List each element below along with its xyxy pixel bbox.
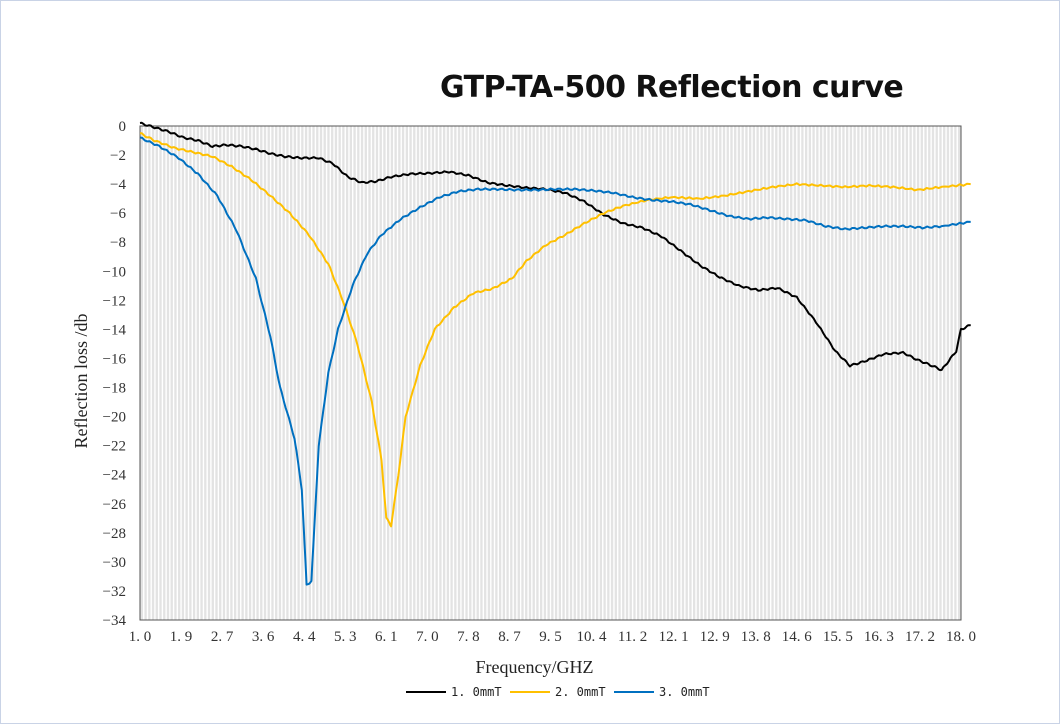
y-axis-label: Reflection loss /db: [71, 314, 91, 449]
x-tick-label: 15. 5: [823, 629, 853, 645]
y-tick-label: −18: [103, 381, 126, 397]
y-tick-label: −10: [103, 264, 126, 280]
x-tick-label: 12. 9: [700, 629, 730, 645]
x-tick-label: 3. 6: [252, 629, 275, 645]
y-tick-label: 0: [119, 119, 127, 135]
legend-label: 2. 0mmT: [555, 685, 606, 699]
legend-label: 3. 0mmT: [659, 685, 710, 699]
y-tick-label: −12: [103, 293, 126, 309]
y-tick-label: −16: [103, 351, 127, 367]
x-tick-label: 16. 3: [864, 629, 894, 645]
x-tick-label: 8. 7: [498, 629, 521, 645]
x-tick-label: 1. 9: [170, 629, 193, 645]
series-line: [139, 136, 971, 586]
y-tick-label: −14: [103, 322, 127, 338]
x-tick-label: 4. 4: [293, 629, 316, 645]
x-tick-label: 14. 6: [782, 629, 813, 645]
y-tick-label: −8: [110, 235, 126, 251]
legend: 1. 0mmT 2. 0mmT 3. 0mmT: [406, 685, 710, 699]
x-tick-label: 18. 0: [946, 629, 976, 645]
vertical-gridlines: [143, 126, 958, 620]
series-line: [139, 132, 971, 528]
y-tick-label: −20: [103, 410, 126, 426]
x-tick-label: 5. 3: [334, 629, 357, 645]
y-tick-label: −4: [110, 177, 126, 193]
y-tick-label: −2: [110, 148, 126, 164]
x-tick-label: 11. 2: [618, 629, 647, 645]
y-tick-label: −30: [103, 555, 126, 571]
y-axis-ticks: 0 −2 −4 −6 −8 −10 −12 −14 −16 −18 −20 −22 −24 −26 −28 −…: [103, 119, 127, 629]
x-axis-label: Frequency/GHZ: [476, 657, 594, 677]
y-tick-label: −6: [110, 206, 126, 222]
chart-title: GTP-TA-500 Reflection curve: [440, 70, 904, 105]
y-tick-label: −24: [103, 468, 127, 484]
y-tick-label: −28: [103, 526, 126, 542]
x-tick-label: 10. 4: [577, 629, 608, 645]
plot-border: [139, 125, 962, 621]
y-tick-label: −22: [103, 439, 126, 455]
x-tick-label: 6. 1: [375, 629, 398, 645]
x-tick-label: 17. 2: [905, 629, 935, 645]
y-tick-label: −26: [103, 497, 127, 513]
x-tick-label: 7. 0: [416, 629, 439, 645]
x-tick-label: 1. 0: [129, 629, 152, 645]
x-tick-label: 13. 8: [741, 629, 771, 645]
x-tick-label: 7. 8: [457, 629, 480, 645]
y-tick-label: −34: [103, 613, 127, 629]
x-tick-label: 12. 1: [659, 629, 689, 645]
x-tick-label: 2. 7: [211, 629, 234, 645]
y-tick-label: −32: [103, 584, 126, 600]
legend-label: 1. 0mmT: [451, 685, 502, 699]
series-lines: [139, 121, 971, 586]
x-axis-ticks: 1. 0 1. 9 2. 7 3. 6 4. 4 5. 3 6. 1 7. 0 7. 8 8. 7…: [129, 629, 976, 645]
x-tick-label: 9. 5: [539, 629, 562, 645]
